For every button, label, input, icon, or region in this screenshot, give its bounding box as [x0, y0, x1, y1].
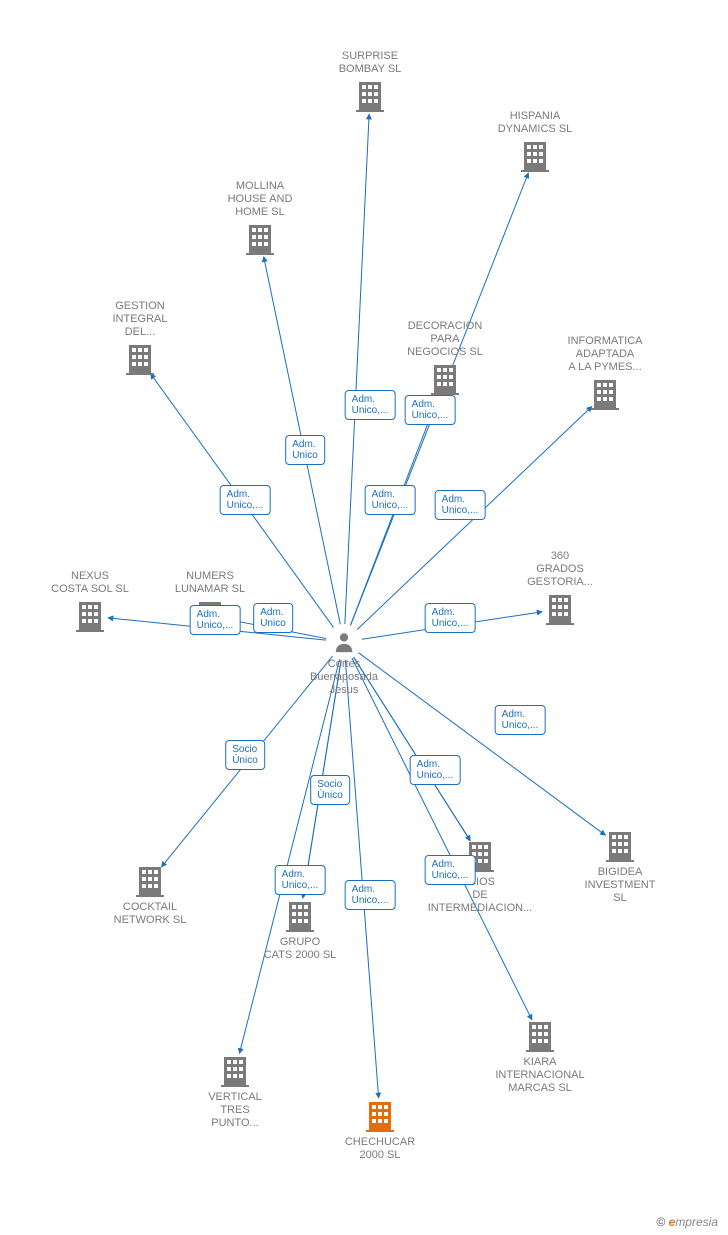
edge-chechucar	[345, 660, 378, 1098]
edge-label-servicios2: Adm. Unico,...	[425, 855, 476, 885]
brand-rest: mpresia	[675, 1215, 718, 1229]
edge-label-cocktail: Socio Único	[225, 740, 265, 770]
edge-label-bigidea: Adm. Unico,...	[495, 705, 546, 735]
edge-label-360grados: Adm. Unico,...	[425, 603, 476, 633]
footer-credit: © empresia	[656, 1215, 718, 1229]
person-icon	[333, 630, 355, 654]
graph-canvas	[0, 0, 728, 1235]
center-label: Cortes Buenaposada Jesus	[310, 658, 378, 697]
edge-vertical	[239, 659, 339, 1053]
edge-label-nexus: Adm. Unico,...	[190, 605, 241, 635]
center-person-node: Cortes Buenaposada Jesus	[310, 630, 378, 697]
edge-label-gestion: Adm. Unico,...	[220, 485, 271, 515]
copyright-symbol: ©	[656, 1215, 665, 1229]
edge-label-numers: Adm. Unico	[253, 603, 293, 633]
edge-label-informatica: Adm. Unico,...	[435, 490, 486, 520]
edge-label-grupo: Socio Único	[310, 775, 350, 805]
edge-label-chechucar: Adm. Unico,...	[345, 880, 396, 910]
edge-surprise	[345, 114, 369, 624]
edge-label-mollina: Adm. Unico	[285, 435, 325, 465]
edge-label-grupo2: Adm. Unico,...	[275, 865, 326, 895]
edge-label-servicios: Adm. Unico,...	[410, 755, 461, 785]
edge-label-hispania: Adm. Unico,...	[405, 395, 456, 425]
edge-bigidea	[358, 653, 605, 836]
edge-label-decoracion: Adm. Unico,...	[365, 485, 416, 515]
edge-label-surprise: Adm. Unico,...	[345, 390, 396, 420]
